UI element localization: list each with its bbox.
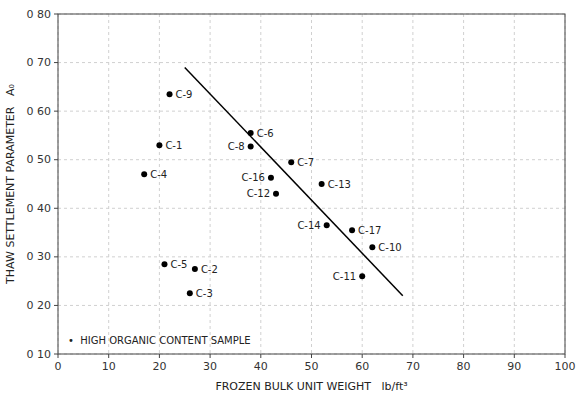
grid-line (58, 208, 565, 209)
x-tick (311, 354, 312, 358)
y-tick-label: 0 20 (27, 299, 52, 312)
point-label: C-7 (297, 157, 314, 168)
grid-line (108, 14, 109, 354)
plot-area (58, 14, 565, 354)
point-label: C-11 (333, 271, 356, 282)
x-tick (514, 354, 515, 358)
y-tick-label: 0 80 (27, 8, 52, 21)
point-label: C-3 (196, 288, 213, 299)
x-tick-label: 90 (507, 360, 521, 373)
y-tick-label: 0 60 (27, 105, 52, 118)
data (141, 67, 403, 296)
y-tick (54, 354, 58, 355)
grid-line (260, 14, 261, 354)
point-label: C-9 (176, 89, 193, 100)
point-label: C-16 (242, 172, 265, 183)
grid-line (210, 14, 211, 354)
grid-line (463, 14, 464, 354)
data-point (369, 244, 375, 250)
x-tick-label: 10 (102, 360, 116, 373)
x-tick (108, 354, 109, 358)
y-tick (54, 159, 58, 160)
grid-line (514, 14, 515, 354)
grid-line (412, 14, 413, 354)
y-tick (54, 305, 58, 306)
data-point (141, 171, 147, 177)
data-point (268, 175, 274, 181)
x-tick (362, 354, 363, 358)
y-tick (54, 256, 58, 257)
point-label: C-10 (378, 242, 401, 253)
x-tick (463, 354, 464, 358)
y-tick-label: 0 30 (27, 250, 52, 263)
point-label: C-1 (165, 140, 182, 151)
point-label: C-8 (228, 141, 245, 152)
x-tick-label: 70 (406, 360, 420, 373)
data-point (248, 144, 254, 150)
x-tick (58, 354, 59, 358)
x-tick (260, 354, 261, 358)
plot-frame (58, 14, 565, 354)
data-point (273, 191, 279, 197)
trend-line (185, 67, 403, 295)
point-label: C-4 (150, 169, 167, 180)
grid-line (58, 305, 565, 306)
data-point (187, 290, 193, 296)
y-tick (54, 208, 58, 209)
data-point (167, 91, 173, 97)
y-tick (54, 62, 58, 63)
x-tick-label: 0 (55, 360, 62, 373)
point-label: C-17 (358, 225, 381, 236)
point-label: C-13 (328, 179, 351, 190)
y-tick-label: 0 50 (27, 153, 52, 166)
data-point (156, 142, 162, 148)
grid-line (362, 14, 363, 354)
x-tick-label: 50 (305, 360, 319, 373)
point-label: C-12 (247, 188, 270, 199)
grid (58, 14, 565, 354)
x-tick-label: 20 (152, 360, 166, 373)
data-point (359, 273, 365, 279)
y-tick-label: 0 40 (27, 202, 52, 215)
data-point (324, 222, 330, 228)
grid-line (58, 256, 565, 257)
x-axis-label: FROZEN BULK UNIT WEIGHT lb/ft³ (215, 380, 407, 393)
x-tick-label: 40 (254, 360, 268, 373)
point-label: C-2 (201, 264, 218, 275)
x-tick (159, 354, 160, 358)
y-tick (54, 14, 58, 15)
x-tick-label: 80 (457, 360, 471, 373)
grid-line (159, 14, 160, 354)
point-label: C-5 (170, 259, 187, 270)
annotation: • HIGH ORGANIC CONTENT SAMPLE (68, 335, 251, 346)
x-tick-label: 30 (203, 360, 217, 373)
grid-line (311, 14, 312, 354)
x-tick-label: 100 (555, 360, 576, 373)
chart: 0 10 20 30 40 50 60 70 80 90 100 0 10 0 20 0 30 0 40 0 … (0, 0, 579, 400)
data-point (192, 266, 198, 272)
y-tick (54, 111, 58, 112)
labels: • HIGH ORGANIC CONTENT SAMPLE C-9 C-1 C-4 C-… (68, 89, 402, 346)
axes: 0 10 20 30 40 50 60 70 80 90 100 0 10 0 20 0 30 0 40 0 … (27, 8, 576, 374)
x-tick (210, 354, 211, 358)
data-point (161, 261, 167, 267)
x-tick (565, 354, 566, 358)
x-tick (412, 354, 413, 358)
grid-line (58, 111, 565, 112)
data-point (319, 181, 325, 187)
x-tick-label: 60 (355, 360, 369, 373)
point-label: C-6 (257, 128, 274, 139)
y-axis-label: THAW SETTLEMENT PARAMETER A₀ (4, 84, 17, 285)
grid-line (58, 62, 565, 63)
y-tick-label: 0 70 (27, 56, 52, 69)
data-point (288, 159, 294, 165)
y-tick-label: 0 10 (27, 348, 52, 361)
point-label: C-14 (297, 220, 320, 231)
data-point (349, 227, 355, 233)
